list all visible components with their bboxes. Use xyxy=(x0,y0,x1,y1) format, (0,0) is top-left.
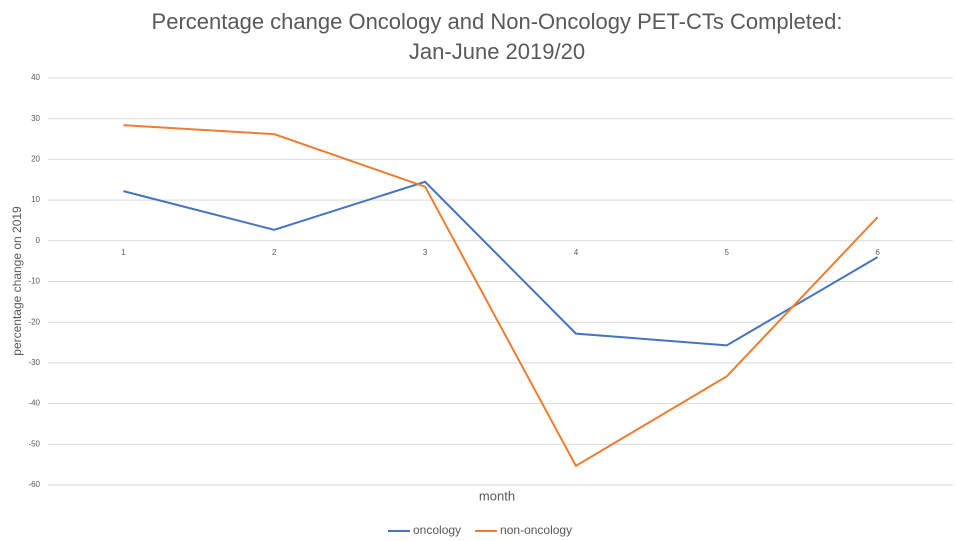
x-tick-label: 2 xyxy=(272,248,277,257)
chart-title: Percentage change Oncology and Non-Oncol… xyxy=(152,9,843,34)
legend-label: non-oncology xyxy=(500,523,572,537)
x-tick-label: 1 xyxy=(121,248,126,257)
x-tick-label: 5 xyxy=(725,248,730,257)
x-tick-label: 6 xyxy=(875,248,880,257)
series-line xyxy=(123,180,879,347)
series-line xyxy=(123,124,879,468)
x-tick-label: 3 xyxy=(423,248,428,257)
y-tick-label: 20 xyxy=(31,155,40,164)
y-tick-label: 30 xyxy=(31,114,40,123)
chart-title: Jan-June 2019/20 xyxy=(409,39,585,64)
x-tick-label: 4 xyxy=(574,248,579,257)
legend-label: oncology xyxy=(413,523,461,537)
y-tick-label: 10 xyxy=(31,195,40,204)
y-tick-label: 40 xyxy=(31,73,40,82)
y-tick-label: -40 xyxy=(28,399,40,408)
y-tick-label: -30 xyxy=(28,358,40,367)
y-axis-label: percentage change on 2019 xyxy=(10,206,24,356)
y-tick-label: 0 xyxy=(36,236,41,245)
y-tick-label: -10 xyxy=(28,277,40,286)
x-axis-label: month xyxy=(479,488,515,503)
y-tick-label: -50 xyxy=(28,439,40,448)
y-tick-label: -20 xyxy=(28,317,40,326)
y-tick-label: -60 xyxy=(28,480,40,489)
